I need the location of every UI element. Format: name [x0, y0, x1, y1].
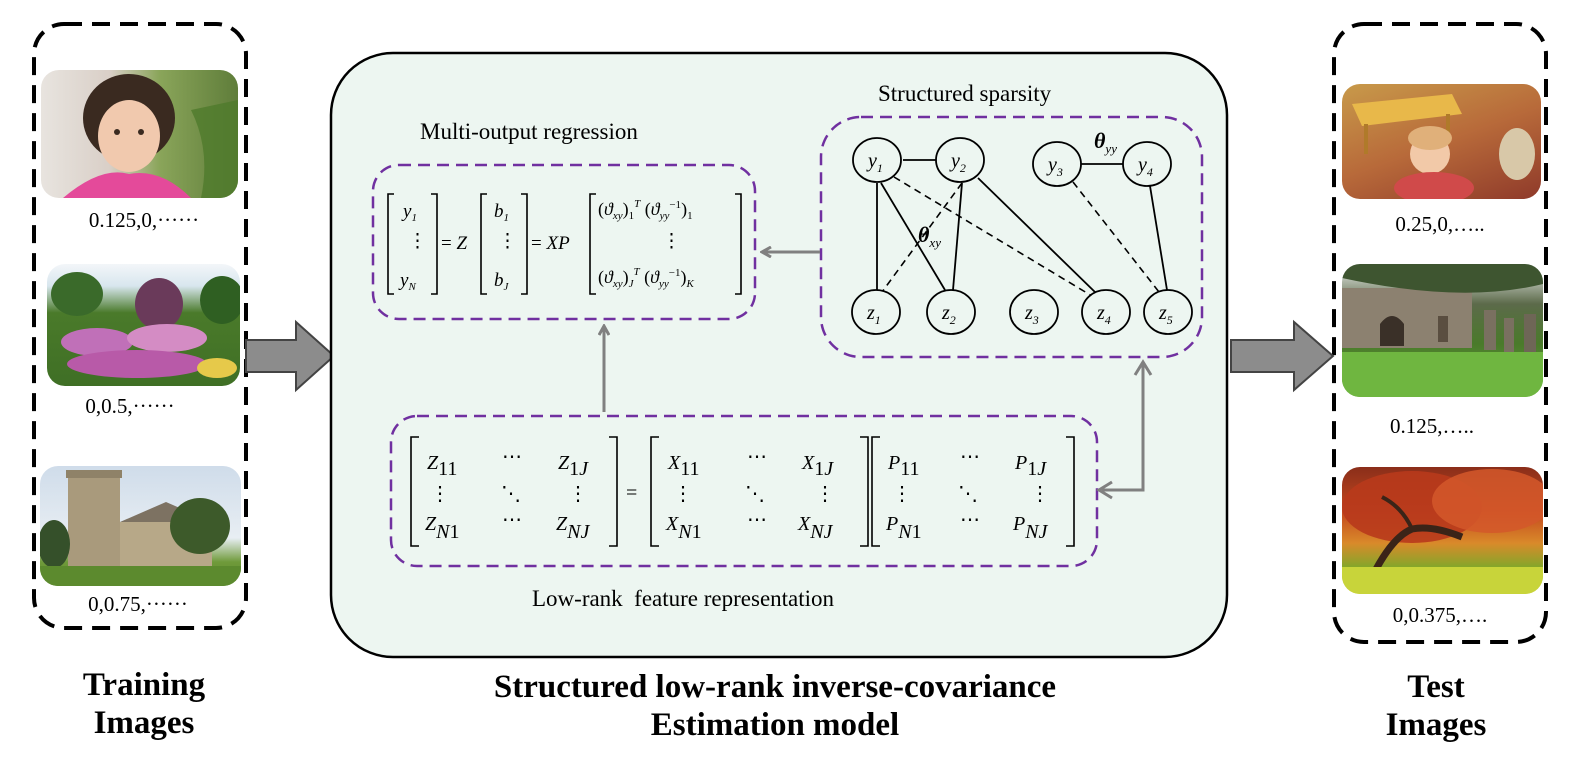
svg-text:= XP: = XP: [531, 233, 570, 254]
output-arrow: [1230, 319, 1335, 393]
test-image-3-caption: 0,0.375,….: [1392, 603, 1488, 627]
svg-text:(ϑxy)JT (ϑyy−1)K: (ϑxy)JT (ϑyy−1)K: [598, 266, 694, 290]
training-title-line2: Images: [93, 705, 195, 741]
svg-text:⋯: ⋯: [747, 509, 767, 531]
svg-text:⋯: ⋯: [747, 446, 767, 468]
training-image-2-caption: 0,0.5,······: [85, 394, 175, 418]
node-z2: [926, 289, 976, 335]
up-arrowhead: [1133, 359, 1153, 376]
svg-text:⋱: ⋱: [745, 483, 765, 505]
svg-text:⋯: ⋯: [502, 509, 522, 531]
node-y4: [1122, 141, 1172, 187]
model-title-line2: Estimation model: [650, 707, 900, 743]
training-image-1-caption: 0.125,0,······: [88, 208, 200, 232]
svg-text:⋮: ⋮: [568, 483, 588, 505]
lowrank-sparsity-link: [1102, 364, 1145, 492]
svg-text:⋮: ⋮: [815, 483, 835, 505]
graph-dashed-edges: [881, 176, 1160, 297]
graph-edges: [876, 159, 1168, 295]
multi-output-regression-label: Multi-output regression: [420, 119, 638, 144]
svg-text:⋮: ⋮: [673, 483, 693, 505]
test-image-2-caption: 0.125,…..: [1390, 414, 1474, 438]
test-images-frame: [1332, 22, 1548, 644]
node-z4: [1081, 289, 1131, 335]
sparsity-box: [819, 115, 1204, 359]
churchyard-photo: [1342, 264, 1543, 397]
lowrank-box: [389, 414, 1099, 568]
training-images-frame: [32, 22, 248, 630]
regression-box: [371, 163, 757, 321]
training-title-line1: Training: [82, 667, 206, 703]
node-z5: [1143, 289, 1193, 335]
test-title-line2: Images: [1385, 707, 1487, 743]
test-image-1-caption: 0.25,0,…..: [1395, 212, 1485, 236]
training-images-title: Training Images: [44, 666, 244, 742]
playroom-child-photo: [1342, 84, 1541, 199]
svg-text:⋮: ⋮: [408, 231, 427, 252]
node-y1: [852, 137, 902, 183]
svg-text:⋯: ⋯: [960, 509, 980, 531]
svg-text:= Z: = Z: [441, 233, 467, 254]
test-title-line1: Test: [1407, 669, 1465, 705]
model-title-line1: Structured low-rank inverse-covariance: [493, 669, 1057, 705]
node-y3: [1032, 141, 1082, 187]
graph-nodes: [851, 137, 1193, 335]
autumn-tree-photo: [1342, 467, 1543, 594]
structured-sparsity-label: Structured sparsity: [878, 81, 1052, 106]
svg-text:X11: X11: [667, 452, 699, 480]
node-y2: [935, 137, 985, 183]
left-arrowhead: [1096, 480, 1113, 500]
child-portrait-photo: [41, 70, 238, 198]
node-z1: [851, 289, 901, 335]
svg-text:⋮: ⋮: [430, 483, 450, 505]
svg-text:⋮: ⋮: [662, 231, 681, 252]
model-title: Structured low-rank inverse-covariance E…: [380, 668, 1170, 744]
svg-text:⋯: ⋯: [502, 446, 522, 468]
svg-text:⋮: ⋮: [498, 231, 517, 252]
svg-text:=: =: [626, 482, 637, 504]
svg-text:⋱: ⋱: [958, 483, 978, 505]
svg-text:⋱: ⋱: [501, 483, 521, 505]
test-images-title: Test Images: [1336, 668, 1536, 744]
input-arrow: [245, 319, 336, 393]
church-photo: [40, 466, 241, 586]
svg-text:⋯: ⋯: [960, 446, 980, 468]
svg-text:⋮: ⋮: [1030, 483, 1050, 505]
model-panel: [329, 51, 1229, 659]
garden-photo: [47, 264, 240, 386]
node-z3: [1009, 289, 1059, 335]
training-image-3-caption: 0,0.75,······: [88, 592, 188, 616]
lowrank-representation-label: Low-rank feature representation: [532, 586, 835, 611]
svg-text:⋮: ⋮: [892, 483, 912, 505]
